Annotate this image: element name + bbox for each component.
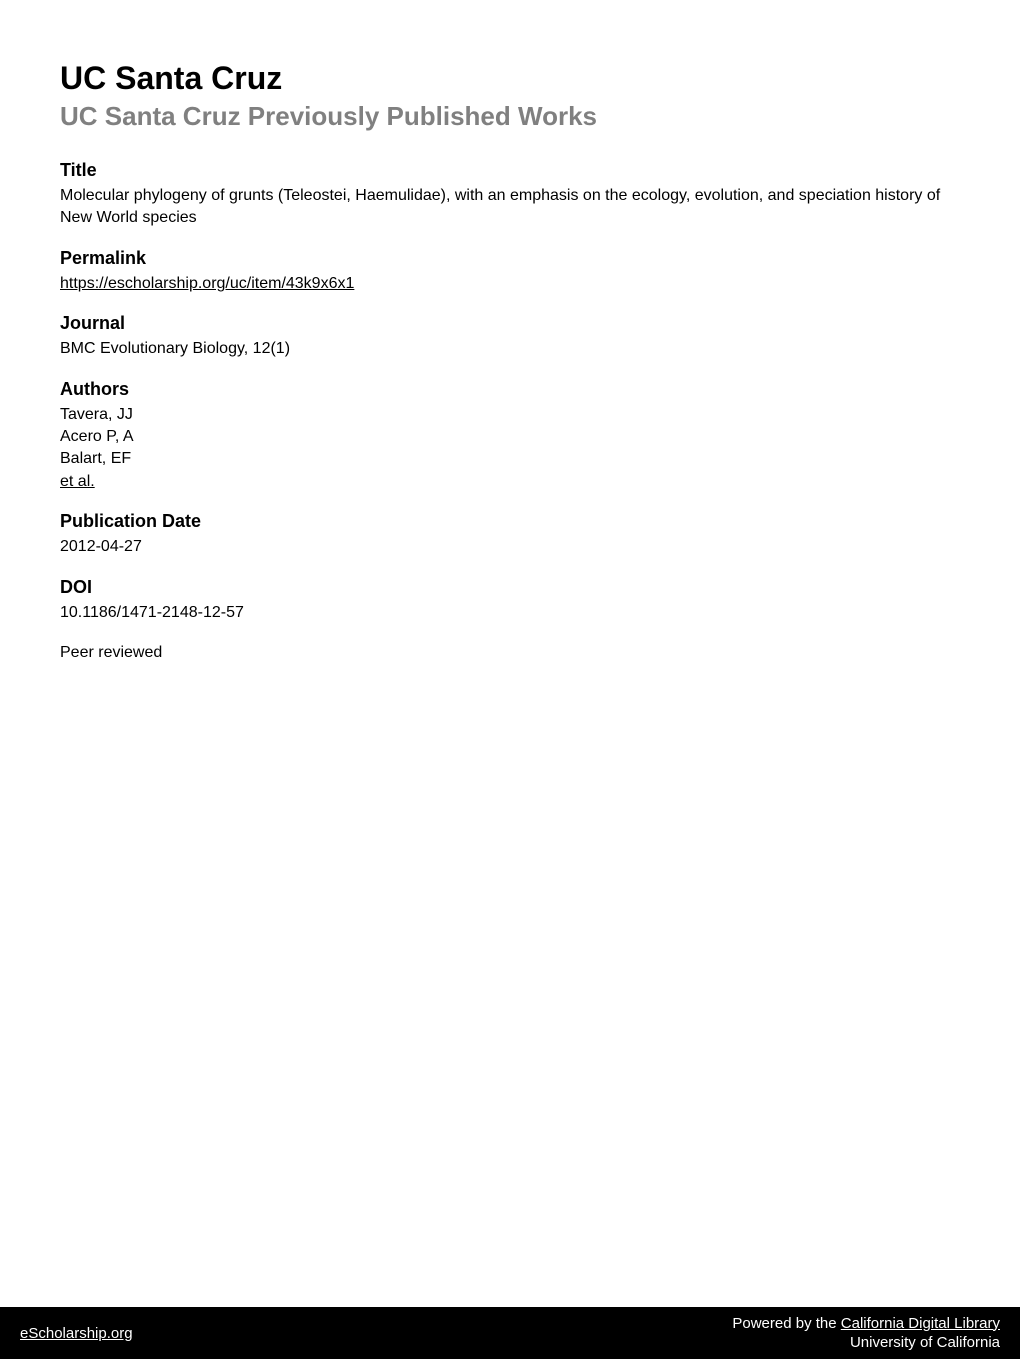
- author-item: Tavera, JJ: [60, 404, 960, 426]
- title-value: Molecular phylogeny of grunts (Teleostei…: [60, 185, 960, 230]
- title-label: Title: [60, 160, 960, 181]
- author-item: Balart, EF: [60, 448, 960, 470]
- pubdate-label: Publication Date: [60, 511, 960, 532]
- journal-value: BMC Evolutionary Biology, 12(1): [60, 338, 960, 360]
- powered-by-text: Powered by the: [732, 1315, 840, 1332]
- permalink-link[interactable]: https://escholarship.org/uc/item/43k9x6x…: [60, 273, 960, 295]
- author-item: Acero P, A: [60, 426, 960, 448]
- authors-more-link[interactable]: et al.: [60, 471, 960, 493]
- page-footer: eScholarship.org Powered by the Californ…: [0, 1307, 1020, 1359]
- permalink-label: Permalink: [60, 248, 960, 269]
- institution-name: UC Santa Cruz: [60, 60, 960, 97]
- peer-reviewed-text: Peer reviewed: [60, 642, 960, 664]
- university-text: University of California: [732, 1333, 1000, 1353]
- authors-list: Tavera, JJ Acero P, A Balart, EF et al.: [60, 404, 960, 494]
- doi-value: 10.1186/1471-2148-12-57: [60, 602, 960, 624]
- authors-label: Authors: [60, 379, 960, 400]
- collection-name: UC Santa Cruz Previously Published Works: [60, 101, 960, 132]
- doi-label: DOI: [60, 577, 960, 598]
- pubdate-value: 2012-04-27: [60, 536, 960, 558]
- escholarship-link[interactable]: eScholarship.org: [20, 1325, 133, 1342]
- cdl-link[interactable]: California Digital Library: [841, 1315, 1000, 1332]
- footer-attribution: Powered by the California Digital Librar…: [732, 1314, 1000, 1353]
- journal-label: Journal: [60, 313, 960, 334]
